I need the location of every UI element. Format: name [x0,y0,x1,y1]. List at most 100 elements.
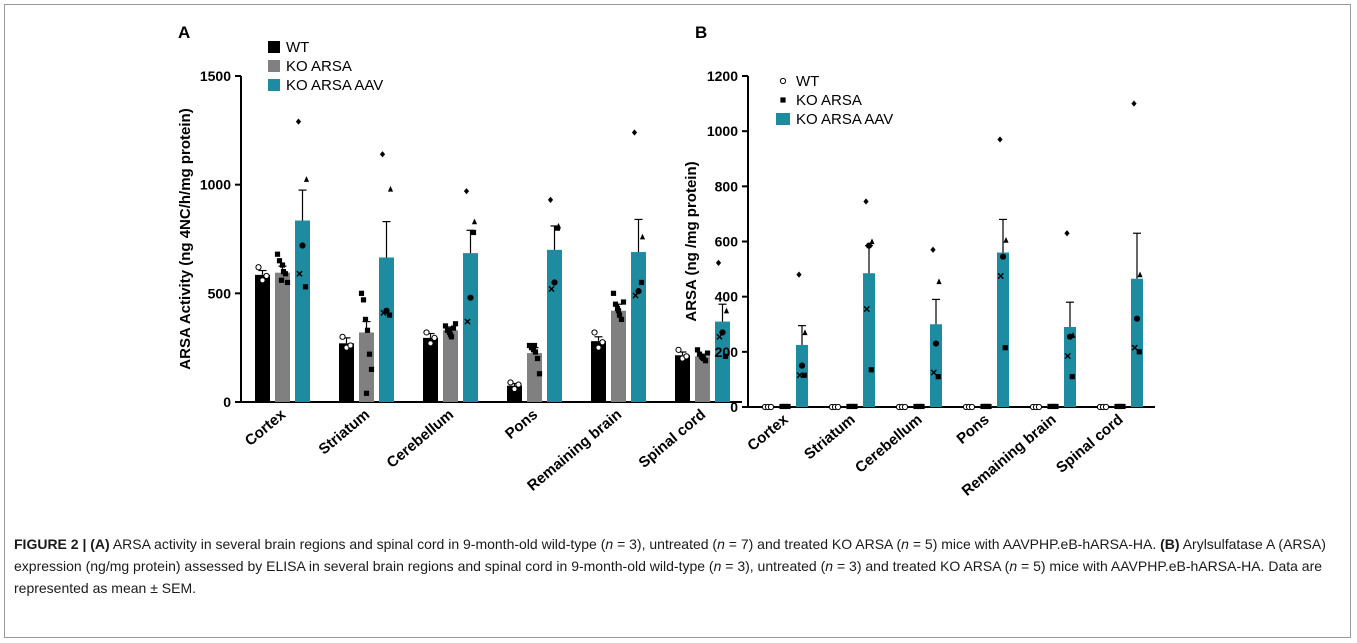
panel-a-data-point [675,346,682,353]
caption-text: Arylsulfatase A (ARSA) expression (ng/mg… [14,536,1326,574]
panel-b-data-point [930,369,937,376]
panel-b-data-point-b [930,369,937,376]
panel-a-data-point [360,297,367,303]
panel-b-y-tick-label: 1000 [707,123,738,139]
panel-b-data-point-b [1131,344,1138,351]
panel-a-data-point [380,309,387,316]
panel-a-data-point [615,308,622,314]
panel-b-data-point [767,403,775,411]
panel-a-legend-label: KO ARSA [286,58,352,75]
panel-b-data-point [930,246,936,253]
caption-text: = 3), untreated ( [613,536,718,552]
caption-lead: FIGURE 2 | [14,536,91,552]
panel-b-data-point [999,253,1007,260]
panel-a-data-point [722,353,729,359]
caption-text: ARSA activity in several brain regions a… [109,536,606,552]
panel-a-category-label: Spinal cord [636,406,710,472]
panel-a-data-point [635,288,642,295]
panel-b-bar-ko-arsa-aav [1064,327,1076,407]
panel-b-data-point [779,403,785,410]
panel-b-data-point [1064,352,1071,360]
panel-b-legend-swatch [780,97,786,103]
panel-b-data-point [1136,349,1142,355]
panel-b-y-tick-label: 400 [715,289,739,305]
panel-b-data-point [997,136,1003,143]
panel-a-bar-ko-arsa [275,272,290,402]
panel-b-data-point [1047,403,1053,410]
panel-a-data-point [591,329,598,336]
panel-a-data-point-b [296,270,303,277]
caption-n: n [713,558,722,574]
panel-a-data-point [536,371,543,377]
panel-a-data-point [387,185,394,192]
panel-a-data-point [511,385,518,393]
panel-a-data-point-b [632,292,639,299]
panel-a-data-point [694,347,701,353]
panel-b-data-point [801,372,807,378]
panel-a-data-point [595,344,602,351]
panel-a-data-point [450,325,457,331]
panel-a-bar-ko-arsa [611,310,626,402]
panel-a-data-point [616,312,623,318]
panel-b-data-point [997,272,1004,280]
panel-b-y-tick-label: 200 [715,344,739,360]
panel-a-data-point [295,118,302,125]
panel-a-bar-ko-arsa-aav [715,321,730,402]
panel-b-data-point [913,403,919,410]
panel-b-bar-ko-arsa-aav [1131,278,1143,407]
panel-a-bar-wt [423,337,438,402]
panel-a-y-tick-label: 1000 [200,177,231,193]
panel-a-data-point [515,381,522,388]
panel-b-data-point [1064,230,1070,237]
panel-a-data-point [704,350,711,356]
panel-a-data-point [639,233,646,240]
panel-a-data-point [358,290,365,296]
panel-b-data-point-b [863,305,870,313]
panel-b-data-point [868,367,874,373]
caption-n: n [717,536,725,552]
panel-a-data-point [282,271,289,277]
panel-a-legend-label: WT [286,39,309,56]
panel-b-data-point [846,403,852,410]
caption-text: = 5) mice with AAVPHP.eB-hARSA-HA. [908,536,1161,552]
panel-a-data-point [363,390,370,396]
panel-b-data-point [916,403,922,410]
caption-text: = 5) mice with AAVPHP.eB-hARSA-HA. Data … [14,558,1323,596]
caption-n: n [901,536,909,552]
panel-a-category-label: Cerebellum [384,406,458,472]
panel-a-data-point [368,366,375,372]
panel-a-data-point [612,301,619,307]
panel-b-data-point [869,238,875,245]
figure-charts: A 0 500 1000 1500 ARSA Activity (ng 4NC/h/mg … [177,23,1155,500]
panel-a-data-point [366,351,373,357]
panel-a-data-point [279,262,286,268]
panel-a-data-point [427,340,434,347]
panel-a-bar-ko-arsa [695,356,710,402]
panel-b-legend-label: KO ARSA AAV [796,111,893,128]
panel-a-bar-ko-arsa-aav [547,249,562,402]
panel-a-data-point [463,188,470,195]
caption-n: n [605,536,614,552]
panel-a-data-point [702,358,709,364]
panel-a-data-point [299,242,306,249]
panel-b-y-tick-label: 600 [715,234,739,250]
panel-b-data-point [1131,344,1138,351]
panel-a-data-point [442,323,449,329]
panel-b-data-point [932,340,940,347]
panel-a-data-point [631,129,638,136]
panel-a-bar-ko-arsa-aav [463,253,478,402]
panel-b-chart: B 0 200 400 600 800 1000 1200 ARSA (ng /mg prote… [683,23,1155,500]
panel-a-data-point [276,258,283,264]
panel-a-bar-ko-arsa [359,332,374,402]
panel-b-legend-swatch [779,77,787,85]
figure-caption: FIGURE 2 | (A) ARSA activity in several … [14,533,1339,599]
panel-a-data-point [554,225,561,231]
panel-a-data-point [507,379,514,386]
panel-a-data-point [716,333,723,340]
panel-b-data-point [980,403,986,410]
panel-a-data-point [715,259,722,267]
panel-b-legend-swatch [776,113,790,125]
panel-a-data-point [339,333,346,340]
panel-b-category-label: Striatum [801,411,859,463]
panel-b-data-point [802,329,808,336]
